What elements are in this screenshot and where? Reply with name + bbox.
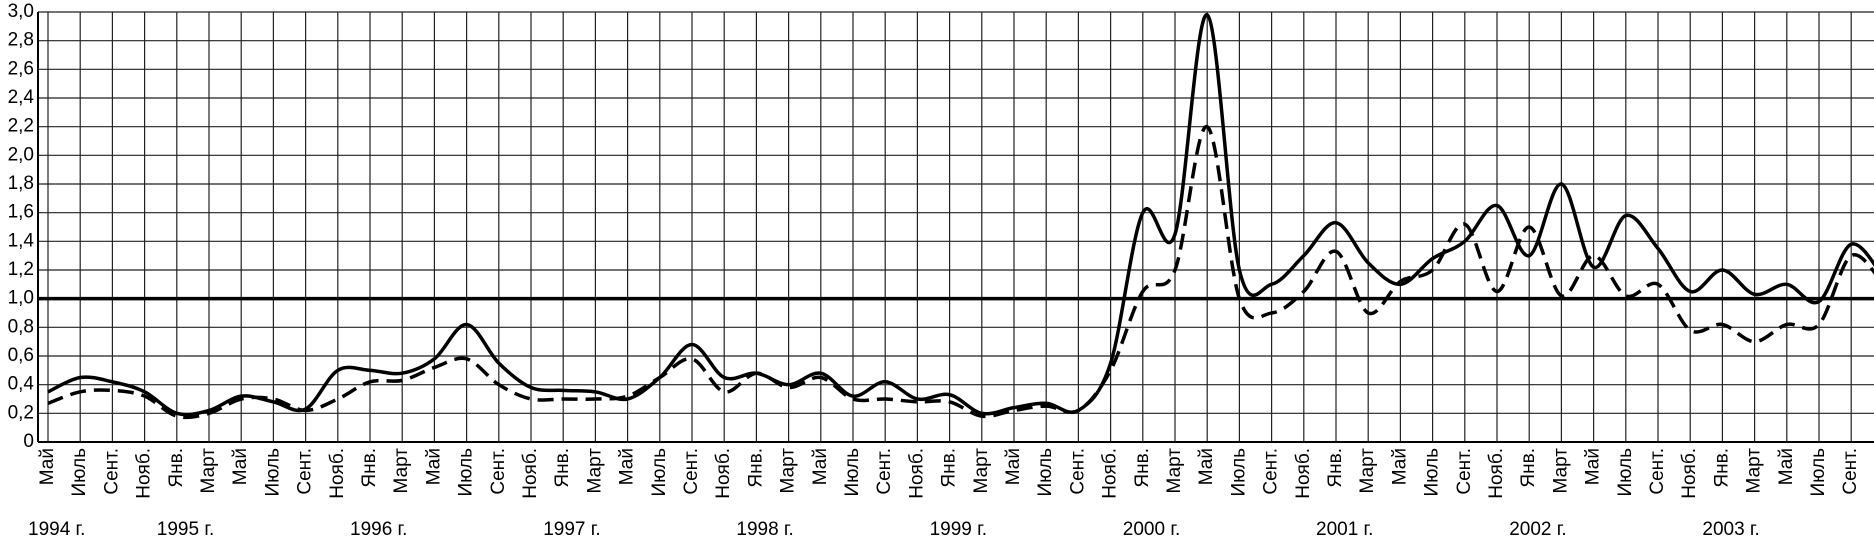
y-tick-label: 0,2 [8,402,34,423]
y-tick-label: 3,0 [8,1,34,22]
y-tick-label: 0 [23,431,34,452]
y-tick-label: 1,0 [8,288,34,309]
x-tick-label: Март [1744,448,1765,494]
x-tick-label: Нояб. [327,448,348,499]
x-tick-label: Янв. [1518,448,1539,488]
x-tick-label: Нояб. [1100,448,1121,499]
x-tick-label: Июль [1808,448,1829,497]
x-tick-label: Сент. [295,448,316,495]
x-tick-label: Июль [649,448,670,497]
x-tick-label: Сент. [1647,448,1668,495]
y-tick-label: 1,6 [8,202,34,223]
x-tick-label: Нояб. [1679,448,1700,499]
x-tick-label: Май [617,448,638,485]
y-tick-label: 0,4 [8,374,35,395]
year-label: 1999 г. [930,519,987,540]
x-tick-label: Май [1003,448,1024,485]
y-tick-label: 1,2 [8,259,34,280]
x-tick-label: Сент. [1454,448,1475,495]
x-tick-label: Июль [456,448,477,497]
y-tick-label: 0,8 [8,316,34,337]
y-tick-label: 1,4 [8,230,35,251]
y-tick-label: 2,2 [8,116,34,137]
x-tick-label: Июль [842,448,863,497]
y-tick-label: 2,0 [8,144,34,165]
x-tick-label: Май [810,448,831,485]
x-tick-label: Март [778,448,799,494]
x-tick-label: Май [1583,448,1604,485]
x-tick-label: Нояб. [134,448,155,499]
y-tick-label: 0,6 [8,345,34,366]
x-tick-label: Март [584,448,605,494]
x-tick-label: Нояб. [1486,448,1507,499]
x-tick-label: Март [1164,448,1185,494]
x-tick-label: Май [1389,448,1410,485]
x-tick-label: Янв. [1711,448,1732,488]
x-tick-label: Июль [262,448,283,497]
x-tick-label: Май [423,448,444,485]
series-line [47,124,1874,420]
year-label: 2001 г. [1316,519,1373,540]
plot-area [38,11,1874,443]
x-tick-label: Сент. [1840,448,1861,495]
x-tick-label: Сент. [1067,448,1088,495]
x-tick-label: Сент. [681,448,702,495]
year-label: 2003 г. [1702,519,1759,540]
x-tick-label: Май [1776,448,1797,485]
x-tick-label: Июль [1035,448,1056,497]
x-tick-label: Май [1196,448,1217,485]
x-tick-label: Июль [69,448,90,497]
x-tick-label: Нояб. [520,448,541,499]
x-tick-label: Нояб. [906,448,927,499]
x-tick-label: Сент. [874,448,895,495]
x-tick-label: Янв. [939,448,960,488]
x-tick-label: Янв. [1325,448,1346,488]
series-line [47,13,1874,417]
y-tick-label: 2,4 [8,87,35,108]
x-tick-label: Янв. [552,448,573,488]
x-tick-label: Янв. [745,448,766,488]
x-tick-label: Янв. [359,448,380,488]
y-tick-label: 1,8 [8,173,34,194]
x-tick-label: Май [230,448,251,485]
x-tick-label: Март [391,448,412,494]
x-tick-label: Июль [1228,448,1249,497]
x-tick-label: Июль [1615,448,1636,497]
x-tick-label: Июль [1422,448,1443,497]
year-label: 2002 г. [1509,519,1566,540]
x-tick-label: Сент. [101,448,122,495]
x-tick-label: Сент. [1261,448,1282,495]
x-tick-label: Сент. [488,448,509,495]
year-label: 1996 г. [350,519,407,540]
x-tick-label: Янв. [166,448,187,488]
x-tick-label: Нояб. [1293,448,1314,499]
x-tick-label: Янв. [1132,448,1153,488]
x-tick-label: Нояб. [713,448,734,499]
year-label: 1998 г. [736,519,793,540]
x-tick-label: Март [1357,448,1378,494]
year-label: 1995 г. [157,519,214,540]
x-tick-label: Март [198,448,219,494]
year-label: 1994 г. [28,519,85,540]
y-tick-label: 2,8 [8,30,34,51]
y-tick-label: 2,6 [8,58,34,79]
year-label: 1997 г. [543,519,600,540]
x-tick-label: Март [1550,448,1571,494]
x-tick-label: Май [37,448,58,485]
x-tick-label: Март [971,448,992,494]
year-label: 2000 г. [1123,519,1180,540]
